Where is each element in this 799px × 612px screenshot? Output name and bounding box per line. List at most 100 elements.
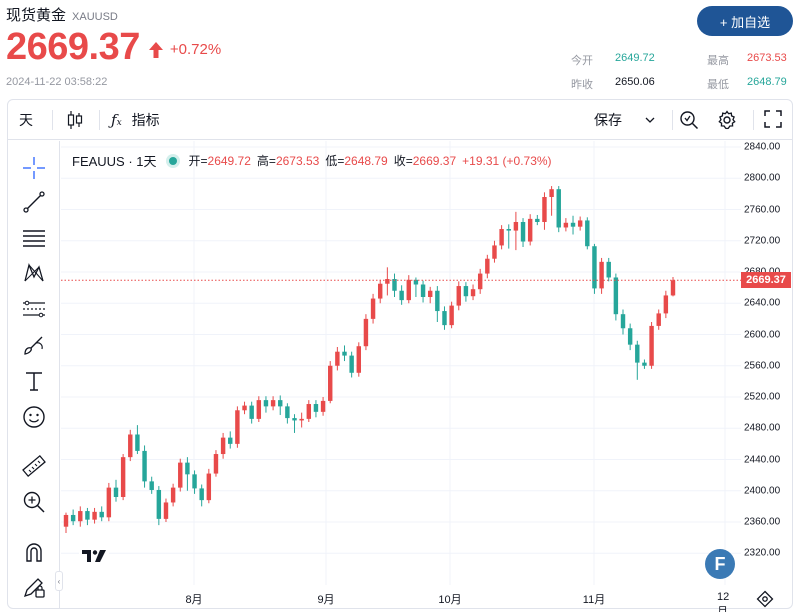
candle-type-button[interactable] — [66, 110, 84, 130]
candle-body — [649, 325, 654, 366]
smiley-icon — [23, 406, 45, 428]
search-icon — [680, 111, 699, 130]
candle-body — [627, 328, 633, 345]
brush-icon — [24, 336, 43, 355]
fullscreen-icon — [764, 110, 782, 128]
gear-icon — [718, 110, 736, 130]
x-tick-label: 11月 — [582, 594, 606, 606]
settings-button[interactable] — [717, 110, 737, 130]
candle-body — [613, 277, 619, 315]
candle-body — [199, 488, 204, 501]
candle-body — [413, 279, 419, 285]
fullscreen-button[interactable] — [764, 110, 782, 128]
indicators-button[interactable]: ƒx 指标 — [111, 110, 160, 130]
measure-lines-tool[interactable] — [21, 296, 47, 322]
candlestick-chart[interactable] — [61, 141, 741, 585]
candle-body — [656, 313, 661, 326]
price-axis[interactable]: 2840.00 2800.00 2760.00 2720.00 2680.00 2640.… — [741, 141, 792, 585]
candle-body — [385, 279, 390, 284]
candle-body — [99, 511, 104, 518]
quick-search-button[interactable] — [679, 110, 699, 130]
pencil-lock-icon — [23, 578, 45, 598]
market-status-dot — [168, 156, 177, 165]
candle-body — [206, 473, 212, 501]
stat-low: 最低 2648.79 — [707, 76, 787, 92]
last-price: 2669.37 — [6, 26, 140, 68]
candle-body — [113, 487, 119, 497]
zoom-in-tool[interactable] — [21, 489, 47, 515]
toolbar-divider — [52, 110, 53, 130]
candle-body — [92, 511, 97, 520]
interval-selector[interactable]: 天 — [19, 112, 33, 128]
legend-open-value: 2649.72 — [207, 153, 251, 168]
candle-body — [435, 290, 440, 312]
horizontal-lines-icon — [23, 230, 45, 247]
lock-draw-tool[interactable] — [21, 574, 47, 600]
candle-body — [635, 344, 640, 363]
candle-body — [156, 489, 162, 519]
candle-body — [420, 284, 426, 297]
legend-close-value: 2669.37 — [412, 153, 457, 168]
horizontal-lines-tool[interactable] — [21, 225, 47, 251]
candle-body — [549, 189, 554, 197]
fib-lines-icon — [23, 300, 45, 318]
up-arrow-icon — [148, 41, 163, 58]
x-tick-label: 12月 — [717, 591, 730, 612]
toolbar-divider — [99, 110, 100, 130]
tradingview-icon — [82, 550, 106, 562]
ruler-tool[interactable] — [21, 453, 47, 479]
magnet-tool[interactable] — [21, 539, 47, 565]
stat-high-label: 最高 — [707, 55, 729, 67]
pattern-tool[interactable] — [21, 260, 47, 286]
trendline-icon — [23, 191, 45, 213]
text-icon — [26, 372, 42, 391]
brush-tool[interactable] — [21, 332, 47, 358]
stat-open: 今开 2649.72 — [571, 52, 655, 68]
candle-body — [256, 400, 262, 419]
price-chart[interactable] — [61, 141, 741, 585]
time-axis[interactable]: 8月 9月 10月 11月 12月 — [61, 585, 741, 612]
pattern-icon — [24, 262, 44, 282]
emoji-tool[interactable] — [21, 404, 47, 430]
magnet-icon — [26, 543, 42, 562]
y-tick-label: 2840.00 — [744, 141, 781, 153]
candle-body — [399, 290, 404, 301]
candle-body — [592, 246, 597, 289]
y-tick-label: 2720.00 — [744, 235, 781, 247]
candle-body — [356, 346, 362, 373]
chevron-down-icon — [645, 117, 655, 123]
candle-body — [513, 222, 519, 231]
candle-body — [577, 220, 583, 227]
candle-body — [570, 222, 576, 227]
tradingview-logo[interactable] — [79, 543, 109, 569]
candle-body — [377, 283, 383, 299]
collapse-toolbar-button[interactable]: ‹ — [55, 571, 63, 591]
y-tick-label: 2640.00 — [744, 297, 781, 309]
trendline-tool[interactable] — [21, 189, 47, 215]
drawing-toolbar — [8, 141, 60, 608]
save-button[interactable]: 保存 — [594, 110, 656, 130]
candle-body — [342, 351, 347, 356]
candle-body — [620, 314, 626, 329]
legend-open-label: 开= — [188, 154, 208, 168]
candle-body — [128, 434, 133, 458]
x-tick-label: 8月 — [185, 594, 203, 606]
stat-open-value: 2649.72 — [615, 52, 655, 64]
add-to-watchlist-button[interactable]: + 加自选 — [697, 6, 793, 36]
candle-body — [470, 289, 476, 297]
y-tick-label: 2400.00 — [744, 485, 781, 497]
go-to-realtime-icon[interactable] — [756, 590, 774, 608]
candle-body — [463, 286, 469, 297]
candle-body — [249, 405, 254, 419]
crosshair-tool[interactable] — [21, 155, 47, 181]
y-tick-label: 2440.00 — [744, 454, 781, 465]
candle-body — [292, 418, 297, 421]
toolbar-divider — [672, 110, 673, 130]
x-tick-label: 9月 — [317, 594, 335, 606]
candle-body — [442, 311, 447, 326]
brand-f-logo[interactable]: F — [705, 549, 735, 579]
candle-body — [599, 261, 604, 289]
candle-body — [63, 514, 69, 527]
candle-body — [499, 229, 504, 246]
text-tool[interactable] — [21, 368, 47, 394]
